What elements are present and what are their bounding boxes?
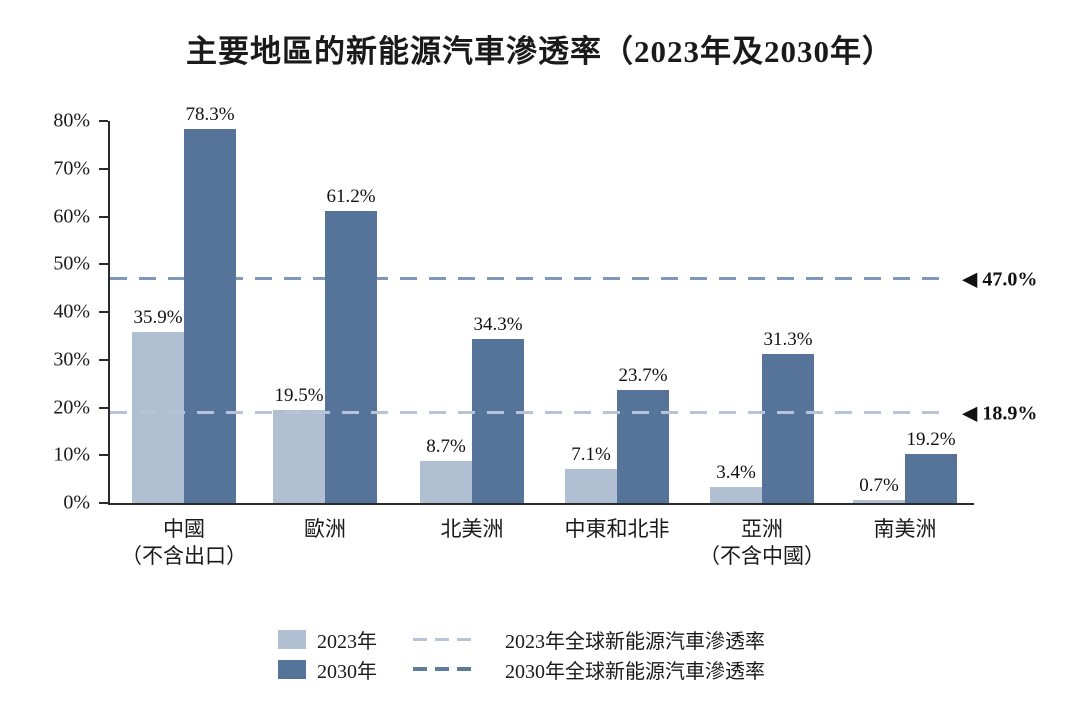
y-tick-mark — [99, 263, 108, 266]
reference-label-2023-global: ◀ 18.9% — [962, 402, 1038, 425]
category-label-line: 中國 — [163, 517, 205, 541]
y-tick-mark — [99, 215, 108, 218]
bar-2030: 34.3% — [472, 314, 524, 503]
bar-group: 7.1% 23.7% 中東和北非 — [565, 121, 670, 541]
y-tick-mark — [99, 358, 108, 361]
legend-line-label-2030: 2030年全球新能源汽車滲透率 — [505, 660, 765, 683]
category-label: 亞洲 （不含中國） — [667, 516, 857, 570]
bar-group: 0.7% 19.2% 南美洲 — [853, 121, 957, 541]
reference-label-2030-global: ◀ 47.0% — [962, 268, 1038, 291]
plot-area: ◀ 18.9% ◀ 47.0% 35.9% 78.3% 中國 （不含出口） 19.5% 6… — [108, 104, 1037, 568]
y-tick-label: 0% — [63, 491, 90, 514]
bar-value-label: 3.4% — [716, 461, 756, 483]
y-tick-mark — [99, 311, 108, 313]
y-tick-mark — [99, 167, 108, 170]
y-tick-mark — [99, 454, 108, 457]
category-label-line: 亞洲 — [741, 517, 783, 541]
bar-2023: 7.1% — [565, 444, 617, 503]
y-tick-label: 20% — [53, 396, 90, 418]
bar-2030: 78.3% — [184, 104, 236, 503]
reference-line-2023-global — [110, 411, 950, 415]
category-label-line: （不含出口） — [121, 544, 247, 568]
bar-value-label: 19.2% — [906, 429, 956, 451]
bar-group: 19.5% 61.2% 歐洲 — [273, 121, 377, 541]
y-tick-mark — [99, 120, 108, 122]
category-label-line: 中東和北非 — [564, 517, 670, 541]
bar-value-label: 31.3% — [763, 328, 813, 350]
y-tick-label: 10% — [53, 443, 90, 466]
bar-value-label: 78.3% — [185, 104, 235, 126]
legend-label-2023: 2023年 — [317, 630, 377, 653]
legend-dash-2023-icon — [413, 637, 471, 641]
bar-2030: 31.3% — [762, 329, 814, 503]
category-label-line: 歐洲 — [304, 517, 346, 541]
bar-value-label: 0.7% — [859, 474, 899, 496]
bar-value-label: 35.9% — [133, 306, 183, 328]
category-label-line: （不含中國） — [699, 544, 825, 568]
legend: 2023年 2023年全球新能源汽車滲透率 2030年 2030年全球新能源汽車… — [278, 624, 765, 684]
bar-value-label: 23.7% — [618, 364, 668, 386]
y-tick-label: 80% — [53, 109, 90, 132]
bar-2030: 23.7% — [617, 365, 669, 503]
legend-line-label-2023: 2023年全球新能源汽車滲透率 — [505, 630, 765, 653]
legend-row-2030: 2030年 2030年全球新能源汽車滲透率 — [278, 654, 765, 684]
bar-value-label: 34.3% — [473, 314, 523, 336]
y-tick-label: 30% — [53, 348, 90, 371]
category-label: 中國 （不含出口） — [89, 516, 279, 570]
legend-swatch-2030-icon — [278, 659, 306, 679]
category-label: 南美洲 — [810, 516, 1000, 543]
bar-value-label: 19.5% — [274, 384, 324, 406]
y-tick-label: 60% — [53, 205, 90, 227]
legend-dash-2030-icon — [413, 667, 471, 671]
bar-value-label: 7.1% — [571, 444, 611, 466]
chart-title: 主要地區的新能源汽車滲透率（2023年及2030年） — [186, 34, 894, 69]
bar-2023: 0.7% — [853, 475, 905, 503]
reference-line-2030-global — [110, 277, 950, 281]
bar-group: 35.9% 78.3% 中國 （不含出口） — [121, 104, 247, 568]
bar-group: 8.7% 34.3% 北美洲 — [420, 121, 524, 541]
bar-value-label: 8.7% — [426, 436, 466, 458]
y-axis: 0% 10% 20% 30% 40% 50% 60% 70% 80% — [0, 110, 108, 514]
y-tick-label: 40% — [53, 300, 90, 323]
legend-row-2023: 2023年 2023年全球新能源汽車滲透率 — [278, 624, 765, 654]
bar-2023: 8.7% — [420, 436, 472, 503]
category-label: 北美洲 — [377, 516, 567, 543]
bar-2023: 19.5% — [273, 385, 325, 503]
category-label-line: 北美洲 — [440, 517, 504, 541]
bar-2030: 19.2% — [905, 429, 957, 503]
bar-2023: 35.9% — [132, 307, 184, 503]
category-label: 中東和北非 — [522, 516, 712, 543]
category-label-line: 南美洲 — [873, 517, 937, 541]
bar-value-label: 61.2% — [326, 185, 376, 207]
y-tick-mark — [99, 502, 108, 504]
bar-2030: 61.2% — [325, 186, 377, 503]
bar-group: 3.4% 31.3% 亞洲 （不含中國） — [699, 121, 825, 568]
y-tick-label: 70% — [53, 157, 90, 180]
legend-swatch-2023-icon — [278, 629, 306, 649]
bar-2023: 3.4% — [710, 462, 762, 503]
legend-label-2030: 2030年 — [317, 660, 377, 683]
category-label: 歐洲 — [230, 516, 420, 543]
y-tick-mark — [99, 406, 108, 409]
y-tick-label: 50% — [53, 252, 90, 275]
